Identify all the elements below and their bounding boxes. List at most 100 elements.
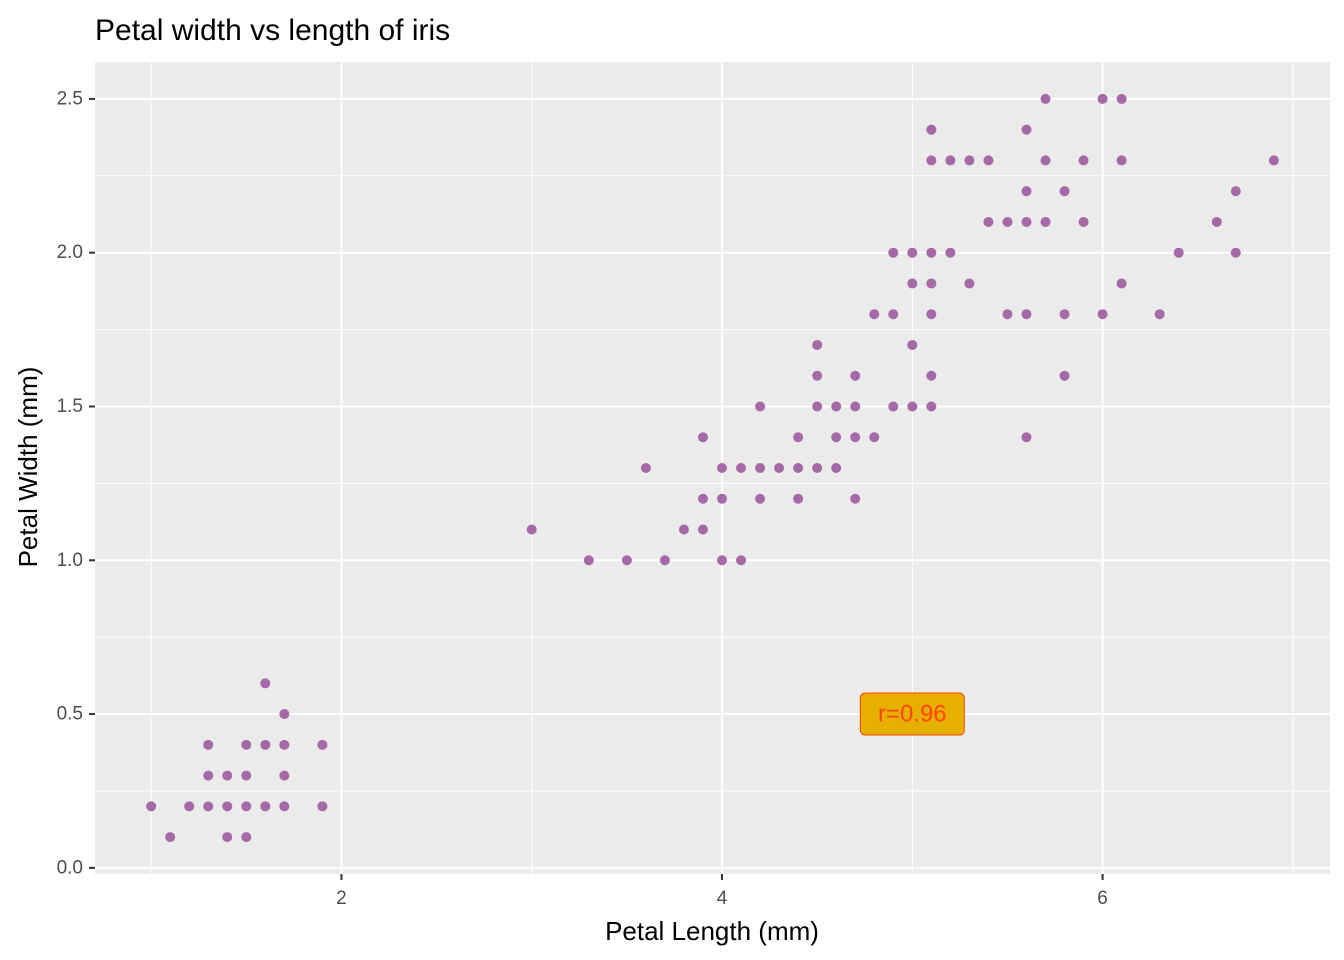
data-point — [926, 124, 937, 135]
data-point — [945, 155, 956, 166]
data-point — [165, 832, 176, 843]
data-point — [697, 524, 708, 535]
data-point — [1116, 93, 1127, 104]
data-point — [812, 463, 823, 473]
data-point — [222, 801, 233, 812]
data-point — [203, 801, 214, 812]
data-point — [260, 678, 271, 689]
data-point — [793, 493, 804, 504]
data-point — [279, 739, 290, 750]
data-point — [241, 739, 252, 750]
data-point — [907, 339, 918, 350]
data-point — [279, 709, 290, 720]
x-tick-label: 6 — [1097, 888, 1108, 909]
data-point — [1021, 216, 1032, 227]
x-tick-label: 4 — [717, 888, 728, 909]
y-tick-label: 2.5 — [57, 88, 83, 109]
data-point — [526, 524, 537, 535]
data-point — [1097, 93, 1108, 104]
data-point — [184, 801, 195, 812]
data-point — [945, 247, 956, 258]
data-point — [1116, 278, 1127, 289]
data-point — [736, 463, 747, 473]
data-point — [812, 401, 823, 412]
data-point — [850, 370, 861, 381]
data-point — [888, 247, 899, 258]
major-gridlines — [95, 62, 1330, 874]
data-point — [222, 832, 233, 843]
data-point — [755, 493, 766, 504]
data-point — [1097, 309, 1108, 320]
data-point — [1059, 309, 1070, 320]
y-axis: 0.0 0.5 1.0 1.5 2.0 2.5 — [57, 88, 95, 878]
data-point — [1059, 186, 1070, 197]
x-tick-label: 2 — [336, 888, 347, 909]
y-tick-label: 1.5 — [57, 396, 83, 417]
data-points — [146, 93, 1279, 843]
annotation-box — [859, 692, 965, 736]
data-point — [793, 432, 804, 443]
data-point — [1021, 432, 1032, 443]
data-point — [717, 463, 728, 473]
data-point — [279, 801, 290, 812]
x-axis-title: Petal Length (mm) — [605, 916, 819, 946]
data-point — [812, 370, 823, 381]
data-point — [850, 401, 861, 412]
data-point — [659, 555, 670, 566]
data-point — [697, 432, 708, 443]
chart-title: Petal width vs length of iris — [95, 14, 450, 47]
y-tick-label: 0.5 — [57, 704, 83, 725]
data-point — [1021, 186, 1032, 197]
data-point — [317, 739, 328, 750]
data-point — [1002, 216, 1013, 227]
data-point — [983, 216, 994, 227]
data-point — [907, 401, 918, 412]
data-point — [888, 309, 899, 320]
data-point — [793, 463, 804, 473]
data-point — [869, 432, 880, 443]
data-point — [1268, 155, 1279, 166]
data-point — [774, 463, 785, 473]
data-point — [203, 770, 214, 781]
y-tick-label: 2.0 — [57, 242, 83, 263]
correlation-annotation: r=0.96 — [859, 692, 965, 736]
data-point — [583, 555, 594, 566]
data-point — [983, 155, 994, 166]
data-point — [1078, 216, 1089, 227]
data-point — [1040, 93, 1051, 104]
data-point — [755, 463, 766, 473]
data-point — [678, 524, 689, 535]
data-point — [1154, 309, 1165, 320]
data-point — [926, 278, 937, 289]
data-point — [831, 432, 842, 443]
data-point — [640, 463, 651, 473]
data-point — [888, 401, 899, 412]
data-point — [1040, 155, 1051, 166]
x-axis: 2 4 6 — [336, 874, 1108, 909]
y-tick-label: 1.0 — [57, 550, 83, 571]
data-point — [831, 463, 842, 473]
data-point — [279, 770, 290, 781]
data-point — [869, 309, 880, 320]
minor-gridlines — [95, 62, 1330, 874]
data-point — [241, 801, 252, 812]
data-point — [241, 770, 252, 781]
y-axis-title: Petal Width (mm) — [13, 367, 43, 568]
data-point — [1059, 370, 1070, 381]
data-point — [1021, 124, 1032, 135]
data-point — [812, 339, 823, 350]
data-point — [260, 739, 271, 750]
data-point — [1002, 309, 1013, 320]
data-point — [1078, 155, 1089, 166]
data-point — [1173, 247, 1184, 258]
data-point — [926, 309, 937, 320]
data-point — [317, 801, 328, 812]
data-point — [1230, 247, 1241, 258]
data-point — [964, 278, 975, 289]
data-point — [907, 247, 918, 258]
data-point — [926, 401, 937, 412]
data-point — [1021, 309, 1032, 320]
data-point — [964, 155, 975, 166]
annotation-text: r=0.96 — [878, 701, 947, 728]
